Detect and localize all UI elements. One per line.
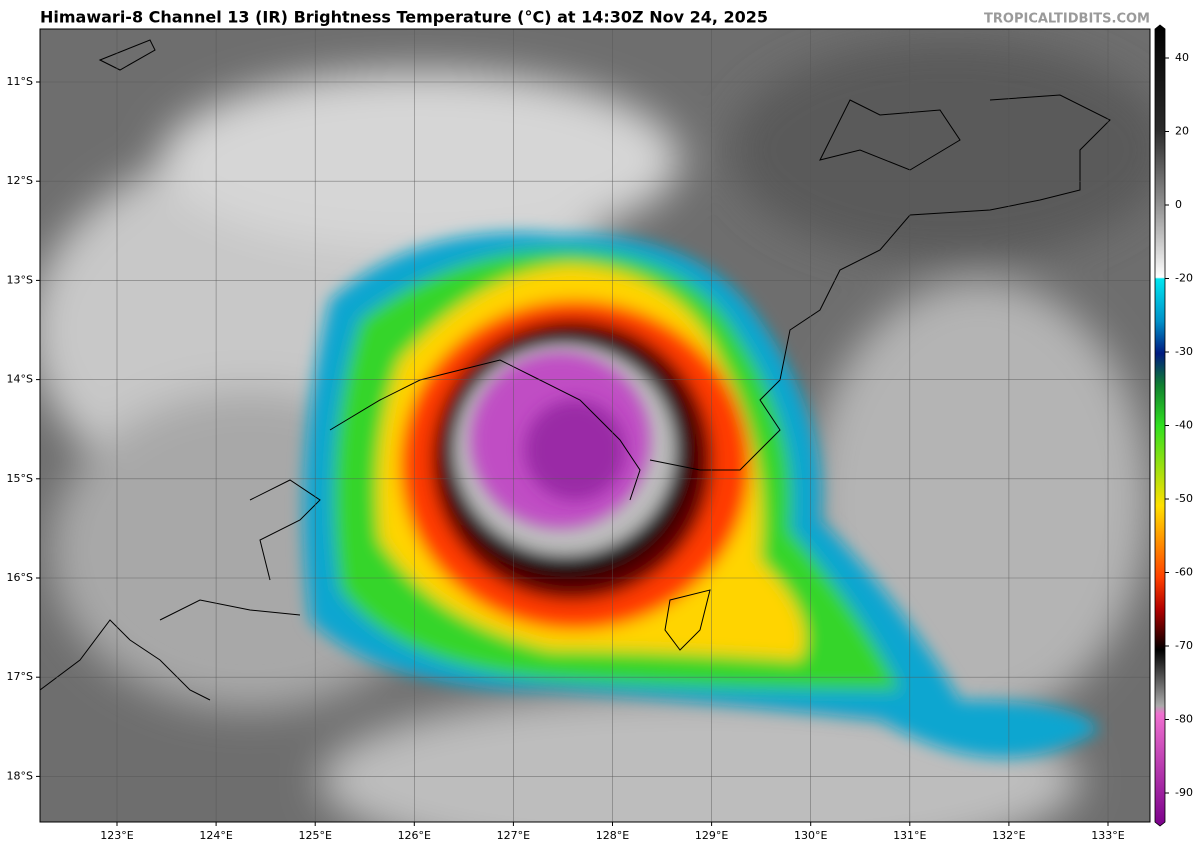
latitude-label: 12°S (7, 174, 33, 187)
colorbar-label: -60 (1175, 566, 1193, 579)
latitude-label: 13°S (7, 273, 33, 286)
colorbar-label: -50 (1175, 492, 1193, 505)
colorbar-label: 20 (1175, 125, 1189, 138)
colorbar-label: 40 (1175, 51, 1189, 64)
latitude-label: 16°S (7, 571, 33, 584)
latitude-label: 15°S (7, 472, 33, 485)
longitude-label: 127°E (497, 829, 530, 842)
longitude-label: 131°E (893, 829, 926, 842)
longitude-label: 128°E (596, 829, 629, 842)
latitude-label: 17°S (7, 670, 33, 683)
colorbar-label: -20 (1175, 272, 1193, 285)
longitude-label: 126°E (398, 829, 431, 842)
latitude-label: 18°S (7, 769, 33, 782)
satellite-image (40, 29, 1150, 822)
colorbar (1154, 24, 1166, 827)
colorbar-label: -40 (1175, 419, 1193, 432)
longitude-label: 129°E (695, 829, 728, 842)
map-frame (39, 28, 1151, 823)
colorbar-label: -70 (1175, 639, 1193, 652)
longitude-label: 125°E (298, 829, 331, 842)
colorbar-label: -90 (1175, 786, 1193, 799)
colorbar-label: -80 (1175, 713, 1193, 726)
title: Himawari-8 Channel 13 (IR) Brightness Te… (40, 8, 768, 27)
longitude-label: 123°E (100, 829, 133, 842)
longitude-label: 124°E (199, 829, 232, 842)
colorbar-label: -30 (1175, 345, 1193, 358)
latitude-label: 14°S (7, 373, 33, 386)
longitude-label: 132°E (992, 829, 1025, 842)
watermark: TROPICALTIDBITS.COM (984, 12, 1150, 27)
longitude-label: 133°E (1091, 829, 1124, 842)
longitude-label: 130°E (794, 829, 827, 842)
colorbar-label: 0 (1175, 198, 1182, 211)
latitude-label: 11°S (7, 75, 33, 88)
